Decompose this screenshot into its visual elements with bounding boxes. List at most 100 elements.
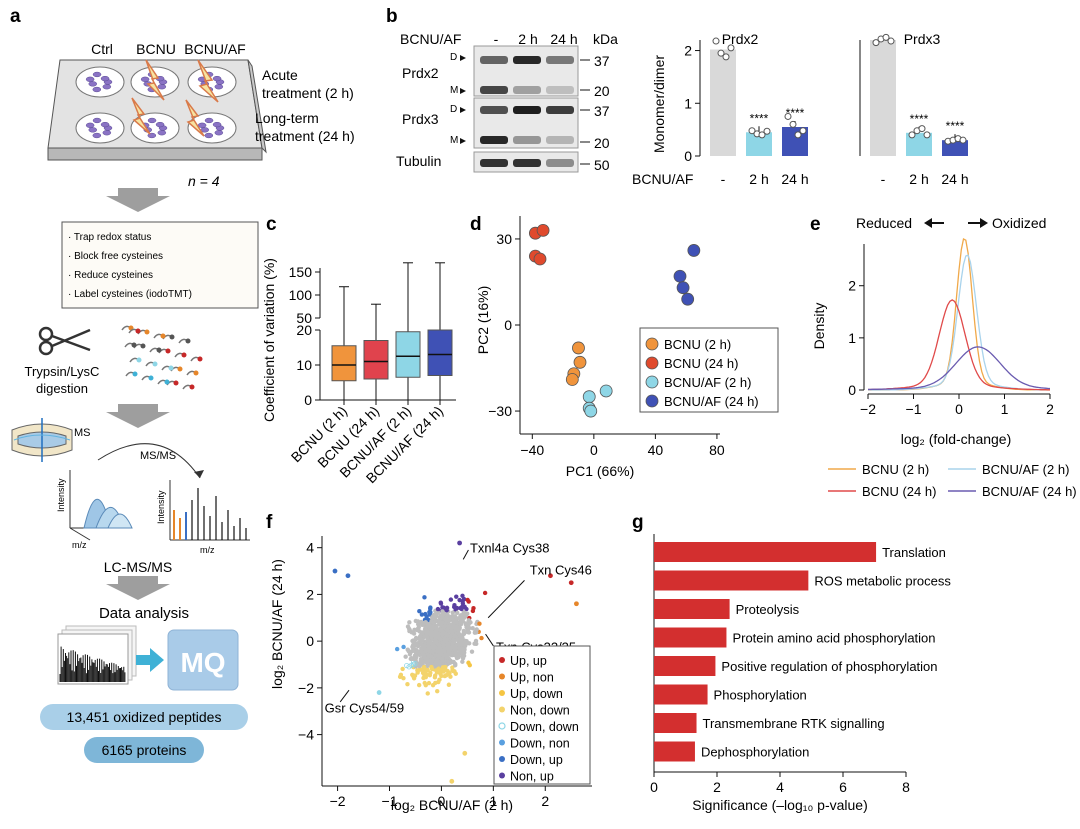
data-point: [429, 618, 434, 624]
density-curve: [868, 346, 1051, 391]
data-point: [440, 665, 446, 670]
svg-text:MS: MS: [74, 427, 91, 439]
data-point: [427, 653, 433, 659]
data-point: [440, 609, 445, 614]
x-tick-label: 1: [1001, 401, 1009, 417]
data-point: [433, 635, 438, 641]
legend-label: Up, non: [510, 671, 554, 685]
marker-label: 37: [594, 53, 610, 69]
svg-text:LC-MS/MS: LC-MS/MS: [104, 559, 172, 575]
panel-f-scatter: log₂ BCNU/AF (2 h) log₂ BCNU/AF (24 h) −…: [269, 536, 592, 813]
peptide-tag: [165, 348, 171, 354]
panel-g-enrichment-bars: Significance (–log₁₀ p-value) 0 2 4 6 8 Trans…: [650, 534, 951, 813]
data-point: [599, 384, 613, 398]
panel-b-blots: BCNU/AF - 2 h 24 h kDa Prdx2 Prdx3 Tubul…: [396, 31, 618, 173]
x-tick-label: -: [881, 171, 886, 187]
bar: [654, 684, 708, 705]
arrow-down-icon: [106, 404, 170, 428]
data-point: [461, 653, 467, 659]
cell: [204, 132, 214, 139]
data-point: [574, 601, 579, 607]
data-point: [687, 244, 701, 257]
scissors-icon: [38, 326, 91, 356]
data-point: [413, 650, 419, 655]
peptide-tag: [156, 347, 162, 353]
box: [331, 345, 357, 382]
legend-marker: [499, 739, 505, 746]
legend-marker: [645, 356, 659, 370]
data-point: [432, 639, 438, 645]
data-point: [455, 654, 460, 659]
protocol-step: · Reduce cysteines: [68, 270, 153, 281]
peptide-tag: [135, 328, 141, 334]
cell: [147, 117, 157, 124]
data-point: [434, 668, 439, 673]
category-label: ROS metabolic process: [814, 574, 951, 589]
svg-text:Trypsin/LysC: Trypsin/LysC: [25, 364, 100, 379]
oxidized-label: Oxidized: [992, 215, 1046, 231]
data-point: [455, 610, 460, 616]
data-point: [446, 682, 452, 687]
data-point: [413, 618, 419, 624]
x-tick-label: 2 h: [909, 171, 928, 187]
data-point: [454, 594, 459, 599]
data-point: [457, 632, 463, 638]
legend-label: BCNU/AF (2 h): [982, 462, 1069, 477]
arrow-right-icon: [136, 648, 164, 672]
data-point: [409, 649, 415, 654]
data-point: [394, 646, 400, 652]
legend-box: [493, 645, 591, 785]
data-point: [404, 662, 410, 669]
cell: [92, 117, 102, 124]
cell: [100, 75, 110, 82]
data-point: [424, 628, 429, 633]
legend-label: Up, down: [510, 687, 563, 701]
y-axis-label: log₂ BCNU/AF (24 h): [269, 559, 285, 689]
blot-band: [513, 159, 541, 167]
y-tick-label: 1: [848, 330, 856, 346]
x-tick-label: 4: [776, 779, 784, 795]
x-tick-label: 2: [713, 779, 721, 795]
condition-label: BCNU/AF: [184, 41, 245, 57]
data-point: [449, 625, 455, 631]
y-tick-label: 4: [306, 540, 314, 556]
category-label: Proteolysis: [736, 602, 800, 617]
condition-label: BCNU: [136, 41, 176, 57]
data-point: [425, 691, 430, 696]
bar: [654, 570, 809, 591]
peptide-tag: [140, 343, 146, 349]
data-point: [548, 573, 553, 579]
data-point: [426, 680, 432, 686]
svg-text:Intensity: Intensity: [56, 478, 66, 512]
blot-band: [480, 86, 508, 94]
blot-band: [513, 86, 541, 94]
y-tick-label: −4: [298, 727, 314, 743]
data-point: [416, 682, 422, 688]
data-point: [426, 641, 432, 646]
y-tick-label: 0: [304, 392, 312, 408]
blot-name: Prdx2: [402, 65, 439, 81]
data-point: [448, 634, 453, 640]
data-point: [405, 681, 410, 687]
data-point: [398, 672, 404, 678]
data-point: [443, 616, 448, 622]
y-tick-label: 0: [848, 382, 856, 398]
bar: [654, 542, 877, 562]
data-point: [748, 127, 756, 135]
legend-marker: [645, 394, 659, 408]
data-point: [572, 341, 585, 355]
y-tick-label: 50: [296, 310, 312, 326]
mass-spec-illustration: [11, 418, 73, 462]
data-point: [376, 690, 382, 695]
marker-label: 20: [594, 83, 610, 99]
data-point: [406, 648, 411, 654]
legend-marker: [499, 706, 505, 713]
culture-plate-illustration: [47, 59, 267, 161]
protocol-step: · Label cysteines (iodoTMT): [68, 289, 192, 300]
maxquant-logo: MQ: [167, 629, 239, 691]
peptide-tag: [164, 379, 170, 385]
svg-text:digestion: digestion: [36, 381, 88, 396]
blot-band: [513, 106, 541, 114]
arrow-down-icon: [106, 576, 170, 600]
